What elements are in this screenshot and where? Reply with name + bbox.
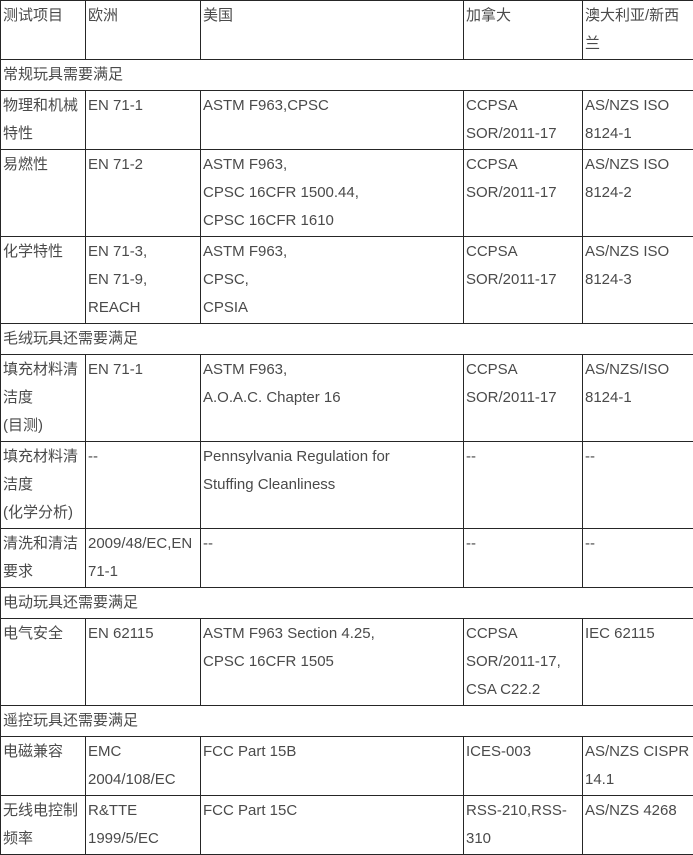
table-row: 无线电控制 频率 R&TTE 1999/5/EC FCC Part 15C RS… [1,796,693,855]
cell-canada: ICES-003 [464,737,583,796]
cell-usa: ASTM F963 Section 4.25, CPSC 16CFR 1505 [201,619,464,706]
cell-test-item: 无线电控制 频率 [1,796,86,855]
cell-test-item: 清洗和清洁 要求 [1,529,86,588]
cell-europe: EN 71-1 [86,355,201,442]
cell-test-item: 电气安全 [1,619,86,706]
cell-usa: ASTM F963, A.O.A.C. Chapter 16 [201,355,464,442]
cell-usa: ASTM F963, CPSC, CPSIA [201,237,464,324]
cell-canada: CCPSA SOR/2011-17 [464,91,583,150]
cell-australia-nz: AS/NZS CISPR 14.1 [583,737,693,796]
cell-usa: FCC Part 15C [201,796,464,855]
cell-australia-nz: AS/NZS 4268 [583,796,693,855]
table-row: 物理和机械 特性 EN 71-1 ASTM F963,CPSC CCPSA SO… [1,91,693,150]
table-row: 电气安全 EN 62115 ASTM F963 Section 4.25, CP… [1,619,693,706]
table-row: 填充材料清 洁度 (目测) EN 71-1 ASTM F963, A.O.A.C… [1,355,693,442]
section-row: 常规玩具需要满足 [1,60,693,91]
section-title: 电动玩具还需要满足 [1,588,693,619]
cell-usa: FCC Part 15B [201,737,464,796]
cell-usa: Pennsylvania Regulation for Stuffing Cle… [201,442,464,529]
section-title: 常规玩具需要满足 [1,60,693,91]
cell-europe: EN 71-3, EN 71-9, REACH [86,237,201,324]
cell-australia-nz: AS/NZS ISO 8124-3 [583,237,693,324]
table-row: 易燃性 EN 71-2 ASTM F963, CPSC 16CFR 1500.4… [1,150,693,237]
table-row: 填充材料清 洁度 (化学分析) -- Pennsylvania Regulati… [1,442,693,529]
cell-usa: -- [201,529,464,588]
cell-test-item: 填充材料清 洁度 (化学分析) [1,442,86,529]
column-header-australia-nz: 澳大利亚/新西 兰 [583,1,693,60]
cell-europe: 2009/48/EC,EN 71-1 [86,529,201,588]
header-row: 测试项目 欧洲 美国 加拿大 澳大利亚/新西 兰 [1,1,693,60]
section-title: 毛绒玩具还需要满足 [1,324,693,355]
cell-europe: EMC 2004/108/EC [86,737,201,796]
cell-australia-nz: -- [583,529,693,588]
cell-usa: ASTM F963,CPSC [201,91,464,150]
column-header-usa: 美国 [201,1,464,60]
section-row: 电动玩具还需要满足 [1,588,693,619]
section-row: 毛绒玩具还需要满足 [1,324,693,355]
column-header-test-item: 测试项目 [1,1,86,60]
cell-australia-nz: -- [583,442,693,529]
table-row: 化学特性 EN 71-3, EN 71-9, REACH ASTM F963, … [1,237,693,324]
cell-canada: CCPSA SOR/2011-17 [464,150,583,237]
cell-australia-nz: IEC 62115 [583,619,693,706]
cell-australia-nz: AS/NZS ISO 8124-1 [583,91,693,150]
section-title: 遥控玩具还需要满足 [1,706,693,737]
cell-canada: -- [464,529,583,588]
cell-test-item: 电磁兼容 [1,737,86,796]
cell-europe: -- [86,442,201,529]
cell-canada: CCPSA SOR/2011-17 [464,355,583,442]
cell-test-item: 填充材料清 洁度 (目测) [1,355,86,442]
cell-europe: EN 62115 [86,619,201,706]
cell-europe: EN 71-2 [86,150,201,237]
cell-canada: -- [464,442,583,529]
cell-canada: RSS-210,RSS- 310 [464,796,583,855]
cell-canada: CCPSA SOR/2011-17, CSA C22.2 [464,619,583,706]
section-row: 遥控玩具还需要满足 [1,706,693,737]
cell-test-item: 化学特性 [1,237,86,324]
cell-test-item: 易燃性 [1,150,86,237]
cell-usa: ASTM F963, CPSC 16CFR 1500.44, CPSC 16CF… [201,150,464,237]
cell-test-item: 物理和机械 特性 [1,91,86,150]
table-row: 清洗和清洁 要求 2009/48/EC,EN 71-1 -- -- -- [1,529,693,588]
cell-australia-nz: AS/NZS/ISO 8124-1 [583,355,693,442]
cell-australia-nz: AS/NZS ISO 8124-2 [583,150,693,237]
column-header-canada: 加拿大 [464,1,583,60]
column-header-europe: 欧洲 [86,1,201,60]
cell-canada: CCPSA SOR/2011-17 [464,237,583,324]
cell-europe: R&TTE 1999/5/EC [86,796,201,855]
cell-europe: EN 71-1 [86,91,201,150]
table-row: 电磁兼容 EMC 2004/108/EC FCC Part 15B ICES-0… [1,737,693,796]
